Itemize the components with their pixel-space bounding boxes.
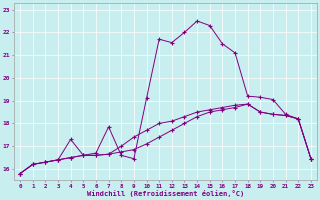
X-axis label: Windchill (Refroidissement éolien,°C): Windchill (Refroidissement éolien,°C) [87,190,244,197]
